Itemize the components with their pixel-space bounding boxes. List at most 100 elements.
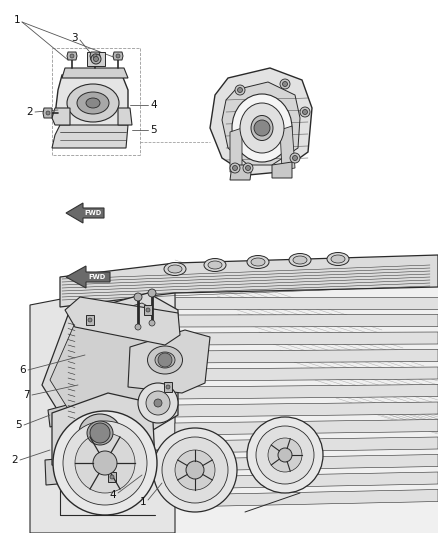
Ellipse shape [79,414,121,452]
Polygon shape [43,108,52,118]
Circle shape [116,54,120,58]
Polygon shape [175,455,438,471]
Polygon shape [66,266,110,288]
Text: FWD: FWD [85,210,102,216]
Text: 2: 2 [26,107,33,117]
Ellipse shape [331,255,345,263]
Circle shape [162,437,228,503]
Polygon shape [55,75,128,130]
Circle shape [280,79,290,89]
Circle shape [278,448,292,462]
Circle shape [88,318,92,322]
Circle shape [153,428,237,512]
Ellipse shape [293,256,307,264]
Ellipse shape [232,94,292,162]
Polygon shape [230,165,252,180]
Circle shape [148,289,156,297]
Polygon shape [222,82,300,165]
Polygon shape [42,293,178,433]
Polygon shape [62,68,128,78]
Polygon shape [175,384,438,399]
Polygon shape [210,68,312,175]
Polygon shape [230,128,242,172]
Circle shape [146,308,150,312]
Text: FWD: FWD [88,274,106,280]
Circle shape [256,426,314,484]
Circle shape [138,383,178,423]
Polygon shape [30,277,175,533]
Circle shape [135,324,141,330]
Circle shape [53,411,157,515]
Polygon shape [175,419,438,435]
Polygon shape [128,330,210,393]
Polygon shape [52,393,155,477]
Text: 4: 4 [150,100,157,110]
Circle shape [146,391,170,415]
Circle shape [293,156,297,160]
Text: 3: 3 [71,33,78,43]
Polygon shape [175,489,438,507]
Ellipse shape [289,254,311,266]
Polygon shape [118,108,132,125]
Ellipse shape [87,421,113,445]
Ellipse shape [77,92,109,114]
Polygon shape [175,260,438,533]
Bar [86,315,94,325]
Polygon shape [48,387,162,427]
Circle shape [166,385,170,389]
Bar [108,472,116,482]
Bar [144,305,152,315]
Polygon shape [175,402,438,417]
Ellipse shape [240,103,284,153]
Circle shape [93,54,97,58]
Ellipse shape [251,258,265,266]
Polygon shape [175,297,438,309]
Circle shape [154,399,162,407]
Text: 7: 7 [23,390,30,400]
Polygon shape [52,108,70,125]
Ellipse shape [168,265,182,273]
Circle shape [93,56,99,61]
Circle shape [70,54,74,58]
Ellipse shape [208,261,222,269]
Ellipse shape [67,84,119,122]
Polygon shape [50,303,168,423]
Text: 5: 5 [150,125,157,135]
Polygon shape [280,126,295,170]
Polygon shape [272,162,292,178]
Polygon shape [175,332,438,345]
Text: 1: 1 [14,15,20,25]
Text: 2: 2 [11,455,18,465]
Ellipse shape [251,116,273,141]
Ellipse shape [86,98,100,108]
Circle shape [233,166,237,171]
Circle shape [75,433,135,493]
Text: 1: 1 [139,497,146,507]
Circle shape [290,153,300,163]
Circle shape [246,166,251,171]
Polygon shape [175,437,438,453]
Ellipse shape [327,253,349,265]
Polygon shape [66,203,104,223]
Ellipse shape [164,262,186,276]
Polygon shape [175,314,438,327]
Circle shape [110,475,114,479]
Circle shape [283,82,287,86]
Ellipse shape [204,259,226,271]
Text: 5: 5 [15,420,22,430]
Polygon shape [175,472,438,489]
Polygon shape [60,255,438,307]
Circle shape [230,163,240,173]
Circle shape [303,109,307,115]
Ellipse shape [247,255,269,269]
Circle shape [254,120,270,136]
Circle shape [158,353,172,367]
Circle shape [243,163,253,173]
Circle shape [237,87,243,93]
Bar [164,382,172,392]
Circle shape [175,450,215,490]
Ellipse shape [148,346,183,374]
Polygon shape [67,52,77,60]
Polygon shape [52,125,128,148]
Text: 4: 4 [110,490,116,500]
